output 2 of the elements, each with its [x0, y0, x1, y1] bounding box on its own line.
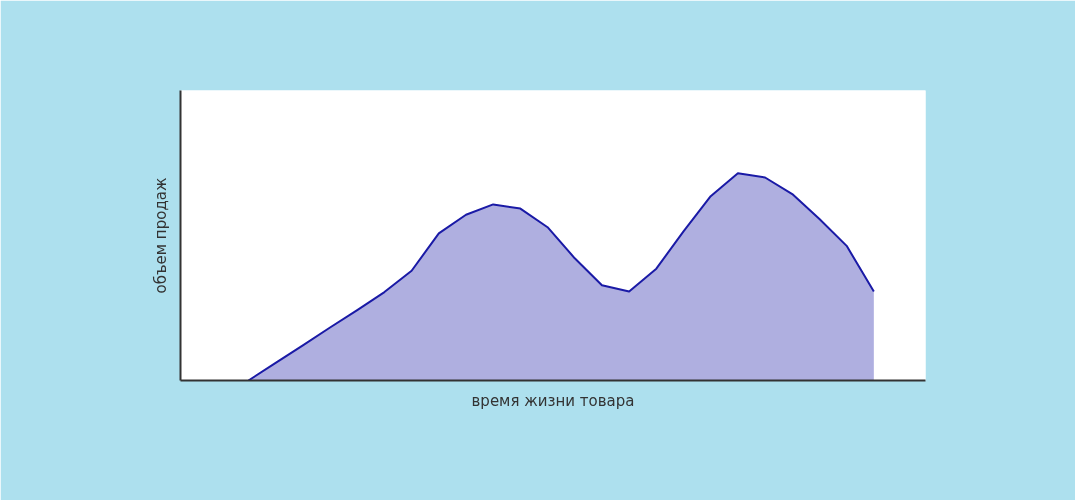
y-axis-title: объем продаж: [151, 177, 170, 294]
x-axis-title: время жизни товара: [471, 391, 635, 410]
